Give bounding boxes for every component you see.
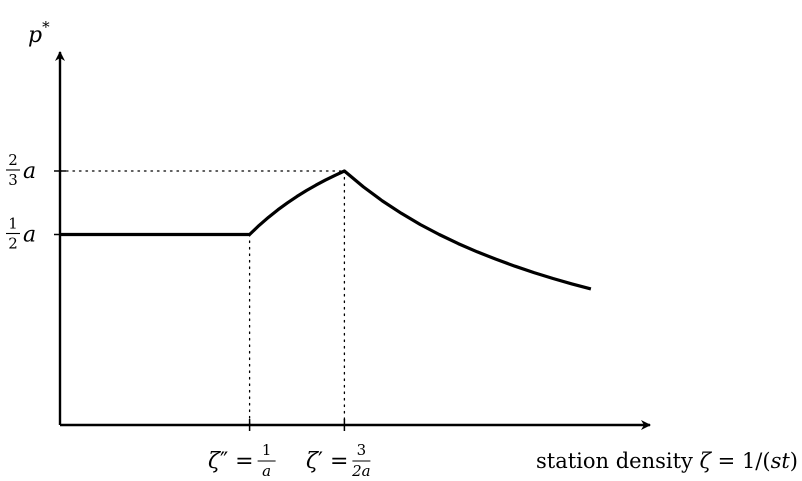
y-tick-label-0: 1 2 a [6, 215, 36, 253]
x-tick-label-0-lhs: ζ″ = [208, 449, 254, 474]
x-tick-label-0-den: a [262, 462, 271, 480]
axes [54, 51, 651, 431]
x-tick-label-1: ζ′ = 3 2a [306, 441, 371, 480]
y-tick-label-1-var: a [23, 159, 36, 184]
y-tick-label-1-den: 3 [8, 171, 18, 189]
series-layer [60, 169, 592, 291]
labels-layer: p*12 a23 aζ″ = 1a ζ′ = 32a station density ζ… [6, 18, 798, 480]
guide-lines [59, 170, 346, 426]
y-tick-label-0-num: 1 [8, 215, 18, 233]
y-tick-label-0-var: a [23, 223, 36, 248]
y-tick-label-1: 2 3 a [6, 151, 36, 189]
x-axis-title: station density ζ = 1/(st) [536, 449, 798, 473]
y-tick-label-1-num: 2 [8, 151, 18, 169]
x-tick-label-0-num: 1 [262, 441, 272, 459]
y-tick-label-0-den: 2 [8, 235, 18, 253]
x-tick-label-0: ζ″ = 1 a [208, 441, 276, 480]
y-axis-title: p* [28, 18, 50, 48]
x-tick-label-1-num: 3 [357, 441, 367, 459]
series-line-0 [60, 169, 592, 291]
x-tick-label-1-lhs: ζ′ = [306, 449, 348, 474]
x-tick-label-1-den: 2a [351, 462, 371, 480]
